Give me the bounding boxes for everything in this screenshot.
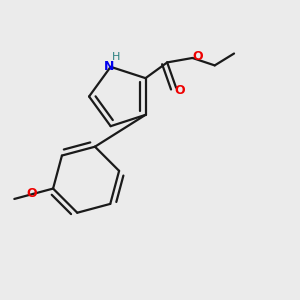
Text: O: O [26, 187, 37, 200]
Text: H: H [112, 52, 120, 62]
Text: O: O [193, 50, 203, 63]
Text: O: O [174, 84, 185, 97]
Text: N: N [104, 60, 114, 73]
